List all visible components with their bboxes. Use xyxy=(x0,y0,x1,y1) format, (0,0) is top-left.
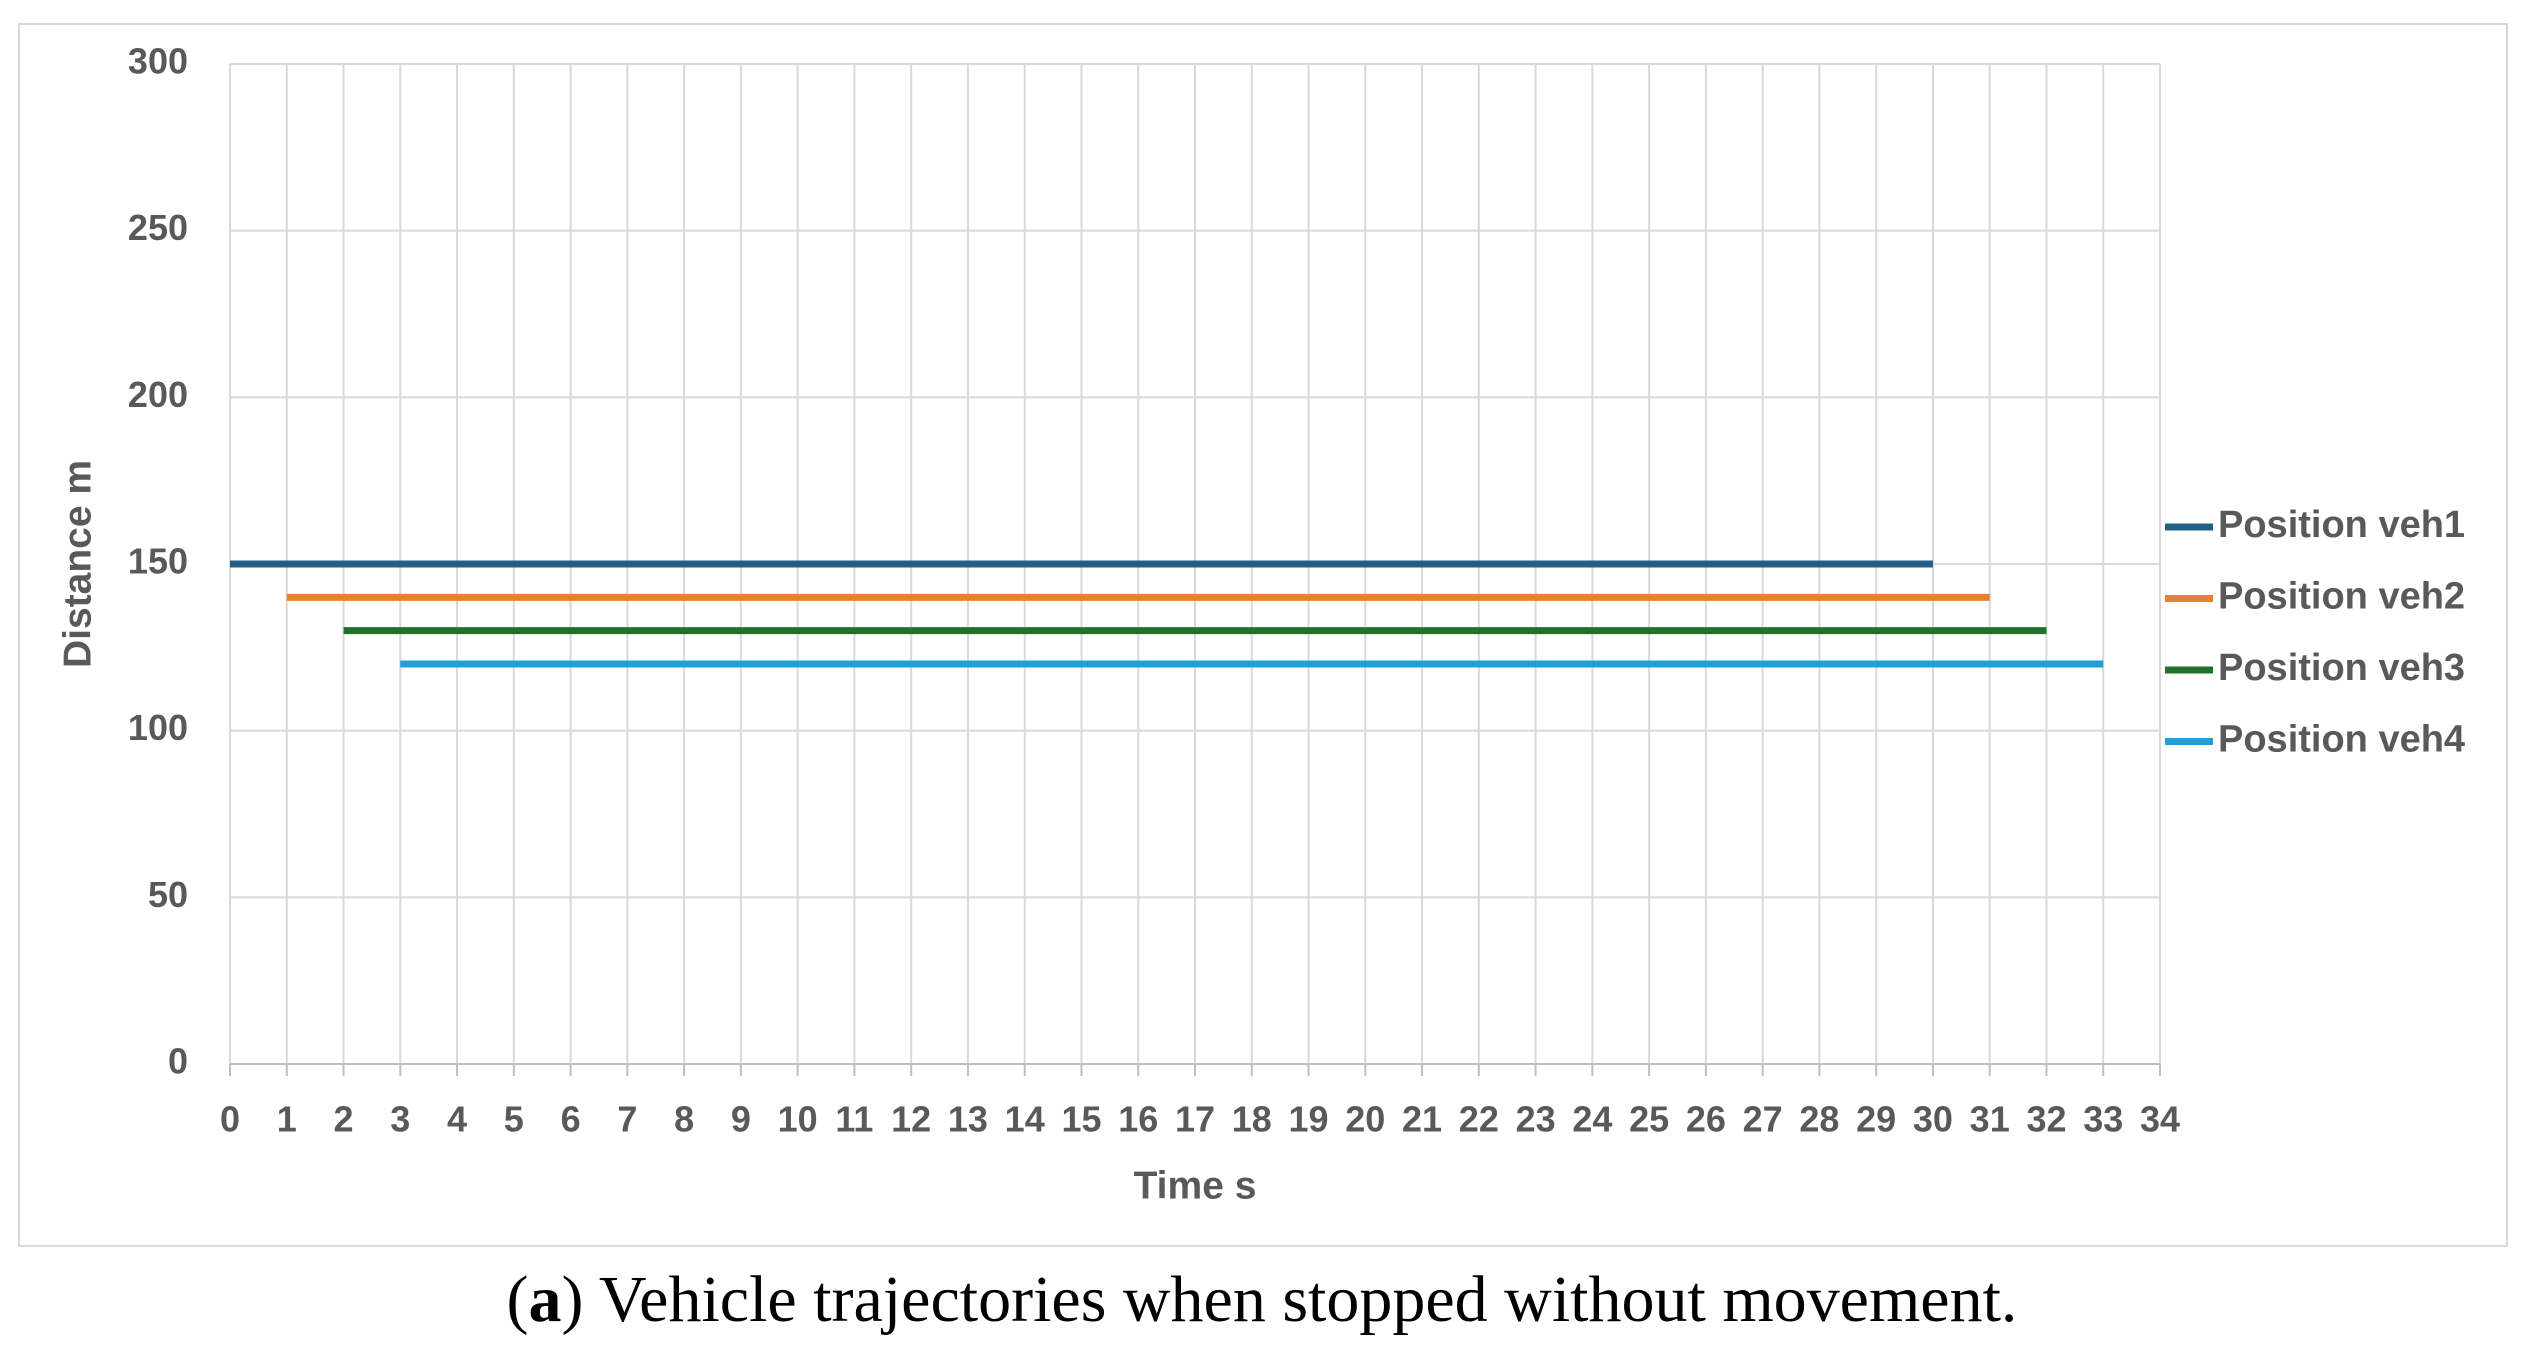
x-tick-label: 27 xyxy=(1743,1099,1783,1140)
x-tick-label: 14 xyxy=(1005,1099,1045,1140)
x-tick-label: 24 xyxy=(1572,1099,1612,1140)
legend-label: Position veh2 xyxy=(2218,576,2465,618)
x-tick-label: 23 xyxy=(1516,1099,1556,1140)
x-tick-label: 32 xyxy=(2026,1099,2066,1140)
x-tick-label: 6 xyxy=(561,1099,581,1140)
x-tick-label: 31 xyxy=(1970,1099,2010,1140)
x-tick-label: 15 xyxy=(1061,1099,1101,1140)
x-tick-label: 21 xyxy=(1402,1099,1442,1140)
x-tick-label: 16 xyxy=(1118,1099,1158,1140)
x-tick-label: 26 xyxy=(1686,1099,1726,1140)
caption: (a) Vehicle trajectories when stopped wi… xyxy=(507,1263,2018,1336)
x-tick-label: 5 xyxy=(504,1099,524,1140)
x-tick-label: 17 xyxy=(1175,1099,1215,1140)
x-tick-label: 22 xyxy=(1459,1099,1499,1140)
x-tick-label: 13 xyxy=(948,1099,988,1140)
x-tick-label: 3 xyxy=(390,1099,410,1140)
y-tick-label: 100 xyxy=(128,707,188,748)
x-tick-label: 19 xyxy=(1289,1099,1329,1140)
y-tick-label: 0 xyxy=(168,1041,188,1082)
legend-label: Position veh3 xyxy=(2218,647,2465,689)
y-tick-label: 150 xyxy=(128,541,188,582)
legend-label: Position veh1 xyxy=(2218,504,2465,546)
x-tick-label: 20 xyxy=(1345,1099,1385,1140)
x-tick-label: 12 xyxy=(891,1099,931,1140)
caption-open: ( xyxy=(507,1263,529,1336)
y-tick-label: 200 xyxy=(128,374,188,415)
x-tick-label: 30 xyxy=(1913,1099,1953,1140)
x-tick-label: 8 xyxy=(674,1099,694,1140)
x-tick-label: 18 xyxy=(1232,1099,1272,1140)
caption-text: ) Vehicle trajectories when stopped with… xyxy=(562,1263,2018,1336)
legend-label: Position veh4 xyxy=(2218,719,2465,761)
x-tick-label: 7 xyxy=(617,1099,637,1140)
x-tick-label: 0 xyxy=(220,1099,240,1140)
x-tick-label: 9 xyxy=(731,1099,751,1140)
x-axis-title: Time s xyxy=(1134,1164,1257,1207)
x-tick-label: 25 xyxy=(1629,1099,1669,1140)
caption-label: a xyxy=(529,1263,562,1336)
x-tick-label: 29 xyxy=(1856,1099,1896,1140)
chart-frame xyxy=(18,23,2508,1247)
x-tick-label: 1 xyxy=(277,1099,297,1140)
x-tick-label: 33 xyxy=(2083,1099,2123,1140)
y-tick-label: 250 xyxy=(128,207,188,248)
x-tick-label: 11 xyxy=(835,1099,873,1140)
x-tick-label: 34 xyxy=(2140,1099,2180,1140)
y-tick-label: 50 xyxy=(148,874,188,915)
y-axis-title: Distance m xyxy=(56,460,99,668)
y-tick-label: 300 xyxy=(128,41,188,82)
x-tick-label: 2 xyxy=(334,1099,354,1140)
x-tick-label: 4 xyxy=(447,1099,467,1140)
x-tick-label: 10 xyxy=(778,1099,818,1140)
x-tick-label: 28 xyxy=(1799,1099,1839,1140)
